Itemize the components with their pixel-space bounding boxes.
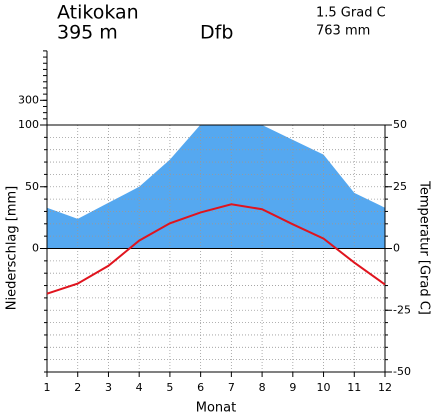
x-tick-label: 9 (289, 381, 296, 394)
y-tick-label: 100 (18, 118, 39, 131)
temperature-line (46, 203, 386, 295)
y-tick-label: 50 (25, 180, 39, 193)
climate-class: Dfb (200, 22, 233, 44)
x-tick-label: 2 (74, 381, 81, 394)
mean-temperature: 1.5 Grad C (316, 6, 386, 21)
x-tick-label: 3 (105, 381, 112, 394)
x-tick-label: 11 (347, 381, 361, 394)
x-tick-label: 12 (378, 381, 392, 394)
y2-tick-label: -25 (393, 303, 411, 316)
y-tick-label: 300 (18, 93, 39, 106)
x-axis-label: Monat (196, 401, 236, 416)
y2-axis-label: Temperatur [Grad C] (417, 180, 432, 315)
x-tick-label: 10 (317, 381, 331, 394)
x-tick-label: 6 (197, 381, 204, 394)
x-tick-label: 5 (166, 381, 173, 394)
y2-tick-label: 0 (393, 242, 400, 255)
y2-tick-label: -50 (393, 365, 411, 378)
y2-tick-label: 50 (393, 118, 407, 131)
x-tick-label: 4 (136, 381, 143, 394)
annual-precipitation: 763 mm (316, 24, 370, 39)
elevation: 395 m (57, 22, 118, 44)
x-tick-label: 1 (44, 381, 51, 394)
x-tick-label: 8 (259, 381, 266, 394)
x-tick-label: 7 (228, 381, 235, 394)
y2-tick-label: 25 (393, 180, 407, 193)
station-name: Atikokan (57, 2, 139, 24)
y-tick-label: 0 (32, 242, 39, 255)
y-axis-label: Niederschlag [mm] (5, 186, 20, 311)
